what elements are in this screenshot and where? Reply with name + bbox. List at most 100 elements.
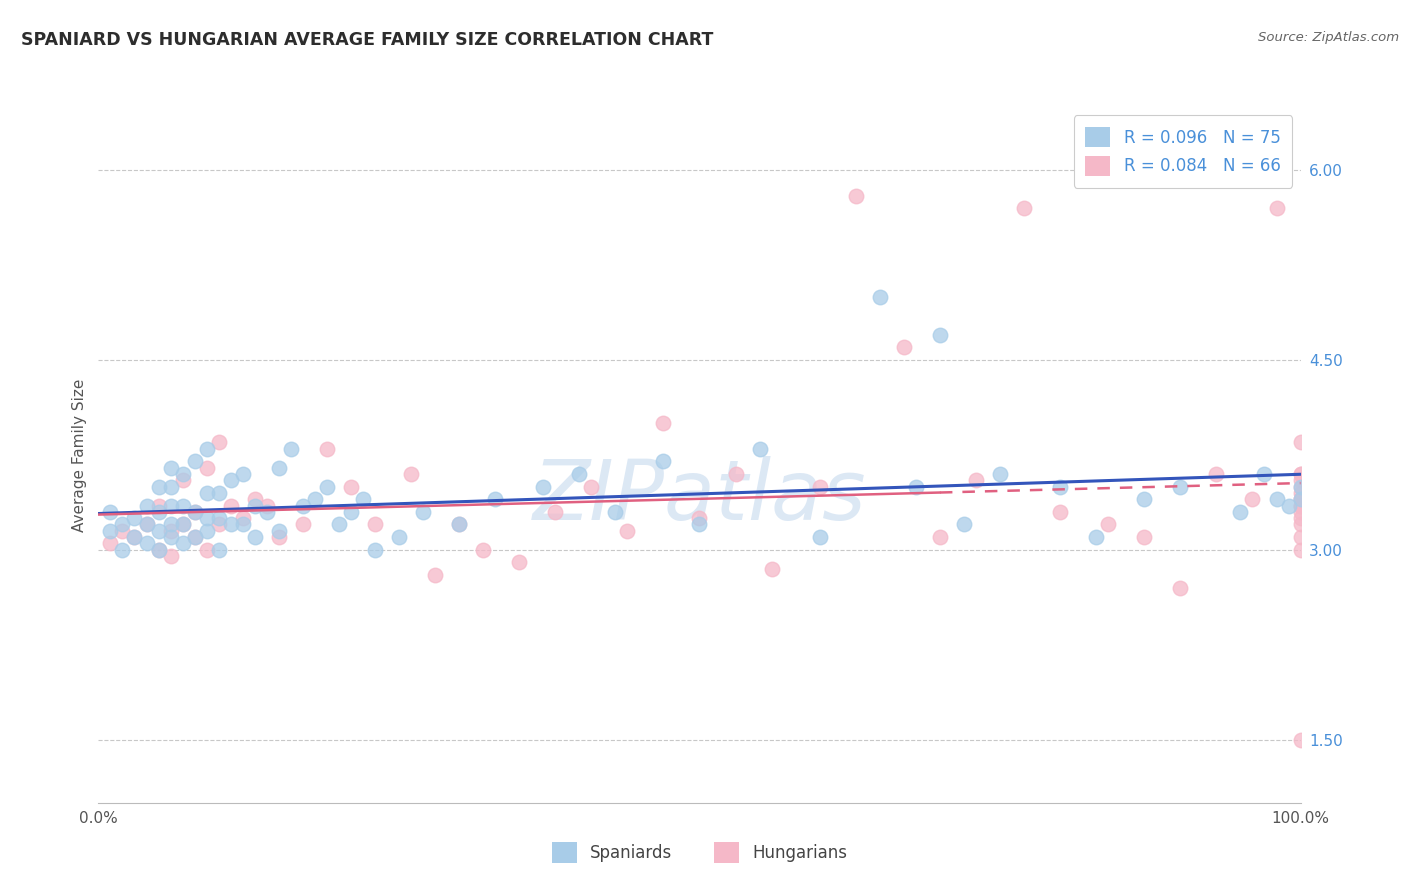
Point bbox=[135, 517, 157, 532]
Point bbox=[195, 511, 218, 525]
Point bbox=[148, 479, 170, 493]
Text: SPANIARD VS HUNGARIAN AVERAGE FAMILY SIZE CORRELATION CHART: SPANIARD VS HUNGARIAN AVERAGE FAMILY SIZ… bbox=[21, 31, 713, 49]
Point bbox=[159, 479, 181, 493]
Legend: Spaniards, Hungarians: Spaniards, Hungarians bbox=[540, 830, 859, 874]
Point bbox=[568, 467, 591, 481]
Text: Source: ZipAtlas.com: Source: ZipAtlas.com bbox=[1258, 31, 1399, 45]
Point bbox=[1289, 479, 1312, 493]
Point bbox=[1289, 467, 1312, 481]
Point bbox=[100, 505, 122, 519]
Point bbox=[845, 188, 868, 202]
Point bbox=[1289, 486, 1312, 500]
Point bbox=[291, 499, 314, 513]
Point bbox=[148, 505, 170, 519]
Point bbox=[111, 524, 134, 538]
Point bbox=[1289, 473, 1312, 487]
Point bbox=[172, 517, 194, 532]
Point bbox=[243, 499, 266, 513]
Point bbox=[652, 417, 675, 431]
Point bbox=[172, 467, 194, 481]
Point bbox=[1289, 517, 1312, 532]
Point bbox=[315, 442, 337, 456]
Point bbox=[208, 517, 231, 532]
Point bbox=[291, 517, 314, 532]
Point bbox=[315, 479, 337, 493]
Point bbox=[869, 290, 891, 304]
Point bbox=[267, 460, 290, 475]
Point bbox=[111, 517, 134, 532]
Point bbox=[1289, 492, 1312, 507]
Point bbox=[159, 524, 181, 538]
Point bbox=[1289, 505, 1312, 519]
Point bbox=[1289, 511, 1312, 525]
Point bbox=[1265, 201, 1288, 215]
Point bbox=[219, 517, 242, 532]
Point bbox=[423, 568, 446, 582]
Point bbox=[135, 536, 157, 550]
Point bbox=[172, 473, 194, 487]
Point bbox=[472, 542, 495, 557]
Point bbox=[1289, 435, 1312, 450]
Point bbox=[1289, 479, 1312, 493]
Point bbox=[1133, 492, 1156, 507]
Point bbox=[183, 505, 205, 519]
Point bbox=[1229, 505, 1251, 519]
Point bbox=[208, 542, 231, 557]
Point bbox=[1133, 530, 1156, 544]
Point bbox=[172, 536, 194, 550]
Point bbox=[988, 467, 1011, 481]
Point bbox=[1170, 581, 1192, 595]
Point bbox=[340, 505, 363, 519]
Point bbox=[172, 517, 194, 532]
Point bbox=[1265, 492, 1288, 507]
Point bbox=[652, 454, 675, 468]
Point bbox=[159, 517, 181, 532]
Point bbox=[1289, 492, 1312, 507]
Point bbox=[208, 511, 231, 525]
Point bbox=[388, 530, 411, 544]
Point bbox=[484, 492, 506, 507]
Point bbox=[1277, 499, 1299, 513]
Point bbox=[159, 549, 181, 563]
Y-axis label: Average Family Size: Average Family Size bbox=[72, 378, 87, 532]
Point bbox=[761, 562, 783, 576]
Point bbox=[1289, 492, 1312, 507]
Point bbox=[1097, 517, 1119, 532]
Point bbox=[364, 517, 387, 532]
Point bbox=[508, 556, 530, 570]
Point bbox=[148, 542, 170, 557]
Point bbox=[148, 524, 170, 538]
Point bbox=[531, 479, 554, 493]
Point bbox=[1049, 479, 1071, 493]
Point bbox=[1289, 542, 1312, 557]
Point bbox=[340, 479, 363, 493]
Point bbox=[232, 517, 254, 532]
Point bbox=[689, 511, 711, 525]
Point bbox=[148, 499, 170, 513]
Point bbox=[135, 517, 157, 532]
Point bbox=[616, 524, 638, 538]
Point bbox=[195, 542, 218, 557]
Point bbox=[1289, 499, 1312, 513]
Point bbox=[243, 530, 266, 544]
Point bbox=[100, 524, 122, 538]
Point bbox=[208, 435, 231, 450]
Point bbox=[544, 505, 567, 519]
Point bbox=[195, 486, 218, 500]
Point bbox=[328, 517, 350, 532]
Point bbox=[1289, 467, 1312, 481]
Point bbox=[267, 530, 290, 544]
Point bbox=[1049, 505, 1071, 519]
Point bbox=[581, 479, 603, 493]
Point bbox=[172, 499, 194, 513]
Point bbox=[1289, 732, 1312, 747]
Point bbox=[904, 479, 927, 493]
Point bbox=[447, 517, 470, 532]
Point bbox=[219, 499, 242, 513]
Point bbox=[100, 536, 122, 550]
Point bbox=[219, 473, 242, 487]
Point bbox=[1085, 530, 1108, 544]
Point bbox=[232, 467, 254, 481]
Point bbox=[183, 530, 205, 544]
Point bbox=[748, 442, 770, 456]
